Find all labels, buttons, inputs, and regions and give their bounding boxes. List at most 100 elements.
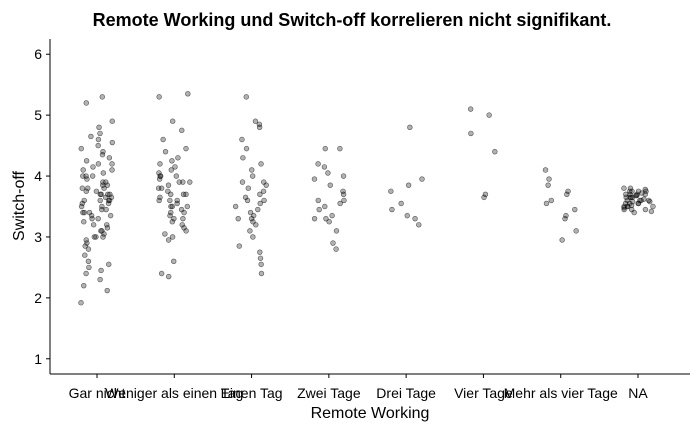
point [244, 197, 251, 204]
point [628, 194, 634, 201]
point [322, 145, 328, 152]
x-tick-label: Weniger als einen Tag [105, 385, 243, 401]
point [637, 197, 643, 204]
point [183, 191, 189, 198]
point [257, 249, 263, 255]
point [543, 200, 550, 207]
point [95, 136, 102, 143]
point [629, 194, 636, 201]
point [388, 188, 394, 194]
point [249, 173, 256, 179]
point [405, 182, 412, 188]
point [156, 197, 162, 204]
point [90, 164, 96, 170]
point [341, 197, 347, 204]
point [109, 167, 115, 173]
point [81, 282, 87, 289]
point [257, 191, 263, 198]
point [173, 173, 180, 179]
point [311, 215, 318, 222]
point [232, 203, 239, 210]
point [542, 167, 549, 173]
point [322, 203, 328, 210]
point [158, 185, 165, 191]
point [174, 197, 180, 204]
point [261, 197, 267, 204]
point [84, 176, 90, 182]
point [180, 179, 186, 185]
point [100, 148, 106, 155]
y-axis-title: Switch-off [11, 170, 28, 241]
point [89, 173, 96, 179]
point [169, 203, 175, 210]
point [155, 185, 162, 191]
point [621, 206, 627, 213]
point [100, 179, 106, 185]
point [79, 185, 86, 191]
point [83, 158, 90, 164]
point [169, 158, 175, 164]
point [389, 206, 395, 213]
point [95, 161, 102, 167]
point [82, 243, 88, 249]
point [243, 94, 249, 100]
point [407, 124, 413, 131]
point [93, 188, 100, 194]
point [157, 173, 163, 179]
point [85, 185, 91, 191]
point [642, 186, 648, 193]
point [157, 194, 163, 201]
point [97, 191, 104, 198]
point [330, 240, 336, 246]
point [235, 215, 241, 222]
point [109, 118, 115, 124]
point [79, 200, 86, 207]
point [650, 203, 656, 210]
point [260, 188, 267, 194]
point [98, 228, 104, 234]
point [321, 164, 328, 170]
point [97, 130, 103, 137]
point [180, 215, 186, 222]
point [247, 209, 254, 216]
point [175, 155, 181, 161]
point [96, 124, 102, 131]
point [572, 206, 578, 213]
point [104, 222, 110, 228]
point [97, 197, 103, 204]
point [106, 261, 112, 268]
point [162, 148, 169, 155]
point [559, 237, 565, 243]
point [179, 127, 185, 134]
point [623, 191, 629, 198]
point [169, 219, 176, 225]
point [83, 100, 89, 106]
point [548, 197, 554, 204]
point [107, 212, 114, 219]
point [171, 215, 177, 222]
point [245, 185, 252, 191]
x-tick-label: Mehr als vier Tage [504, 385, 618, 401]
point [545, 182, 551, 188]
point [95, 215, 101, 222]
point [83, 188, 89, 194]
point [337, 145, 343, 152]
point [315, 197, 321, 204]
point [81, 209, 88, 216]
point [81, 219, 87, 225]
point [181, 225, 187, 231]
x-tick-label: Vier Tage [454, 385, 513, 401]
point [316, 206, 322, 213]
point [105, 191, 111, 198]
point [404, 212, 410, 219]
point [158, 270, 165, 277]
point [169, 234, 176, 240]
point [252, 118, 259, 124]
point [82, 252, 88, 258]
point [101, 185, 107, 191]
x-axis-title: Remote Working [311, 405, 430, 422]
point [546, 176, 552, 182]
point [257, 200, 263, 207]
point [250, 219, 256, 225]
